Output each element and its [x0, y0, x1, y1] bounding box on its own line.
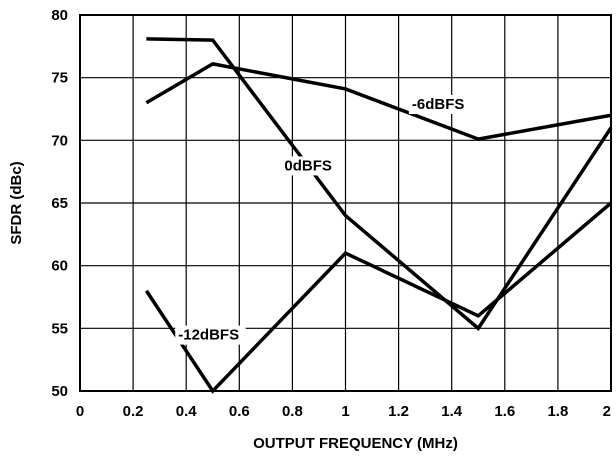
x-axis-label: OUTPUT FREQUENCY (MHz) — [253, 435, 458, 452]
series-line-12dbfs — [144, 201, 613, 394]
series-label: -12dBFS — [178, 327, 239, 344]
series-label: -6dBFS — [412, 96, 465, 113]
series-labels: 0dBFS -6dBFS -12dBFS — [175, 95, 471, 345]
y-tick-label: 70 — [51, 132, 68, 149]
x-tick-label: 1.2 — [388, 403, 409, 420]
y-tick-label: 60 — [51, 258, 68, 275]
x-tick-label: 0 — [76, 403, 84, 420]
x-tick-label: 0.8 — [282, 403, 303, 420]
series-line-6dbfs — [145, 62, 612, 141]
x-tick-label: 0.2 — [123, 403, 144, 420]
y-tick-label: 65 — [51, 195, 68, 212]
series-line-0dbfs — [146, 37, 613, 331]
y-tick-label: 50 — [51, 383, 68, 400]
x-tick-labels: 0 0.2 0.4 0.6 0.8 1 1.2 1.4 1.6 1.8 2 — [76, 403, 611, 420]
grid — [80, 15, 611, 391]
x-tick-label: 2 — [603, 403, 611, 420]
series-label-background — [281, 156, 334, 176]
y-tick-label: 55 — [51, 320, 68, 337]
y-tick-labels: 50 55 60 65 70 75 80 — [51, 7, 68, 400]
plot-frame — [79, 14, 612, 392]
y-axis-label: SFDR (dBc) — [8, 161, 25, 244]
x-tick-label: 0.6 — [229, 403, 250, 420]
x-tick-label: 1.6 — [494, 403, 515, 420]
x-tick-label: 0.4 — [176, 403, 198, 420]
x-tick-label: 1 — [341, 403, 349, 420]
y-tick-label: 75 — [51, 70, 68, 87]
series-label: 0dBFS — [284, 157, 332, 174]
series-lines — [144, 37, 613, 394]
x-tick-label: 1.4 — [441, 403, 463, 420]
y-tick-label: 80 — [51, 7, 68, 24]
series-label-background — [175, 325, 246, 345]
x-tick-label: 1.8 — [547, 403, 568, 420]
series-label-background — [408, 95, 471, 114]
